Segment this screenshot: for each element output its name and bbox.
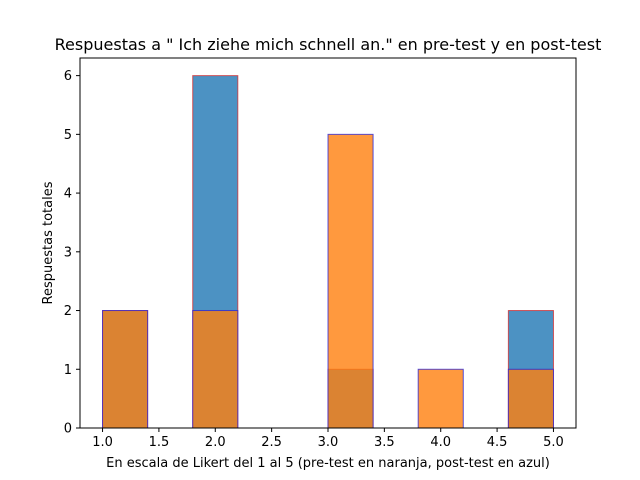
x-tick-label: 1.5 [149, 435, 170, 450]
histogram-bar [507, 368, 554, 429]
chart-title: Respuestas a " Ich ziehe mich schnell an… [55, 35, 602, 54]
x-tick-label: 4.0 [430, 435, 451, 450]
x-tick-label: 1.0 [92, 435, 113, 450]
x-tick-label: 3.5 [374, 435, 395, 450]
y-axis-ticks: 0 1 2 3 4 5 6 [64, 69, 80, 437]
x-tick-label: 4.5 [487, 435, 508, 450]
x-tick-label: 2.5 [261, 435, 282, 450]
y-tick-label: 2 [64, 304, 72, 319]
histogram-bar [417, 368, 464, 429]
y-tick-label: 3 [64, 245, 72, 260]
x-axis-ticks: 1.0 1.5 2.0 2.5 3.0 3.5 4.0 4.5 5.0 [92, 428, 564, 450]
histogram-bar [327, 133, 374, 429]
x-axis-label: En escala de Likert del 1 al 5 (pre-test… [106, 456, 550, 471]
x-tick-label: 5.0 [543, 435, 564, 450]
x-tick-label: 2.0 [205, 435, 226, 450]
x-tick-label: 3.0 [318, 435, 339, 450]
histogram-bar [192, 310, 239, 429]
histogram-bar [102, 310, 149, 429]
y-tick-label: 1 [64, 363, 72, 378]
y-tick-label: 0 [64, 422, 72, 437]
y-axis-label: Respuestas totales [41, 181, 56, 304]
y-tick-label: 6 [64, 69, 72, 84]
y-tick-label: 4 [64, 187, 72, 202]
bars-layer [102, 75, 554, 429]
y-tick-label: 5 [64, 128, 72, 143]
